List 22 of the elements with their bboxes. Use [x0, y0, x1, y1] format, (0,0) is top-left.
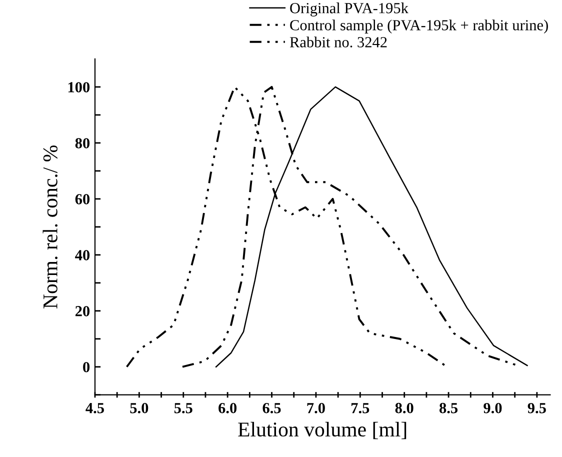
x-tick-label: 8.0 [395, 402, 414, 414]
x-tick-label: 9.0 [484, 402, 502, 414]
y-tick-label: 100 [68, 82, 90, 92]
x-tick-label: 8.5 [440, 402, 458, 414]
x-tick-label: 7.0 [307, 402, 325, 414]
y-tick-label: 20 [75, 306, 90, 316]
x-tick-label: 7.5 [351, 403, 370, 414]
legend-label: Original PVA-195k [290, 2, 408, 16]
x-tick-label: 5.0 [130, 402, 148, 414]
y-tick-label: 60 [75, 194, 90, 204]
x-tick-label: 4.5 [86, 403, 104, 414]
x-tick-label: 6.0 [218, 402, 237, 414]
y-tick-label: 0 [83, 362, 90, 372]
x-tick-label: 9.5 [528, 402, 546, 414]
legend-label: Control sample (PVA-195k + rabbit urine) [290, 20, 548, 34]
x-tick-label: 6.5 [262, 402, 281, 414]
x-tick-label: 5.5 [174, 403, 192, 414]
x-axis-title: Elution volume [ml] [238, 422, 406, 440]
y-axis-title: Norm. rel. conc./ % [42, 145, 58, 308]
y-tick-label: 40 [75, 250, 90, 260]
y-tick-label: 80 [75, 138, 90, 148]
legend-label: Rabbit no. 3242 [290, 36, 387, 48]
